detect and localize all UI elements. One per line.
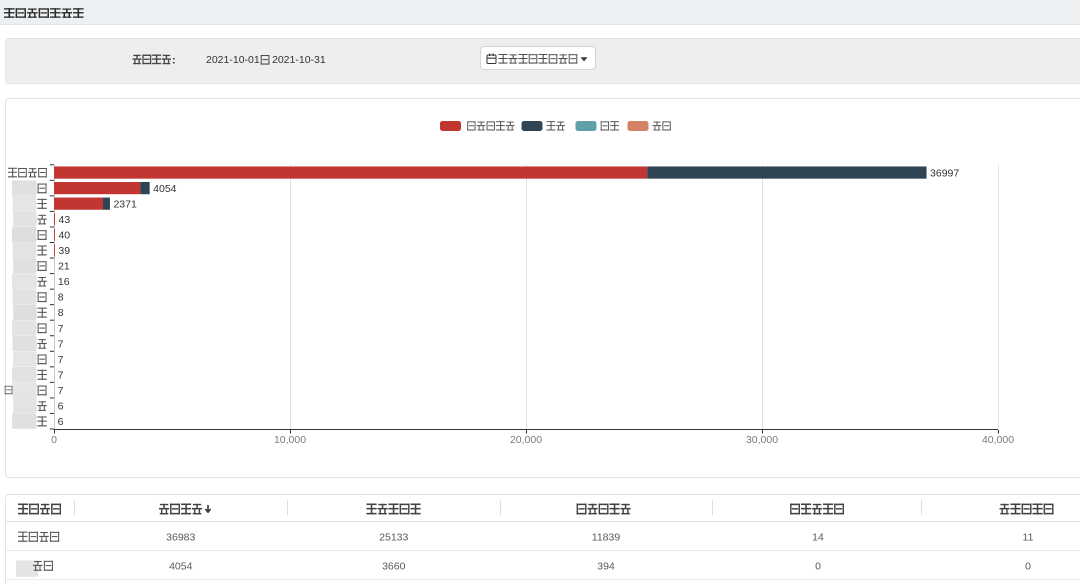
svg-text:43: 43 — [59, 214, 71, 226]
svg-text:0: 0 — [1025, 560, 1031, 572]
svg-text:7: 7 — [58, 323, 64, 335]
svg-text:14: 14 — [812, 531, 824, 543]
svg-text:4054: 4054 — [169, 560, 193, 572]
svg-text:40: 40 — [58, 230, 70, 242]
svg-text:36983: 36983 — [166, 531, 195, 543]
svg-text::: : — [172, 55, 176, 67]
svg-text:20,000: 20,000 — [510, 434, 542, 446]
svg-text:3660: 3660 — [382, 560, 406, 572]
svg-text:2021-10-31: 2021-10-31 — [272, 54, 326, 66]
svg-text:16: 16 — [58, 276, 70, 288]
svg-text:40,000: 40,000 — [982, 434, 1014, 446]
svg-text:7: 7 — [58, 385, 64, 397]
svg-text:6: 6 — [58, 416, 64, 428]
svg-text:7: 7 — [58, 354, 64, 366]
svg-text:0: 0 — [815, 560, 821, 572]
svg-text:39: 39 — [58, 245, 70, 257]
svg-text:394: 394 — [597, 560, 615, 572]
svg-text:6: 6 — [58, 400, 64, 412]
svg-text:11: 11 — [1023, 531, 1034, 543]
svg-text:30,000: 30,000 — [746, 434, 778, 446]
svg-text:7: 7 — [58, 369, 64, 381]
svg-text:11839: 11839 — [592, 531, 621, 543]
svg-text:0: 0 — [51, 434, 57, 446]
svg-text:8: 8 — [58, 307, 64, 319]
svg-text:2371: 2371 — [113, 198, 137, 210]
svg-text:36997: 36997 — [930, 167, 959, 179]
svg-text:4054: 4054 — [153, 183, 177, 195]
svg-text:21: 21 — [58, 261, 70, 273]
svg-text:2021-10-01: 2021-10-01 — [206, 54, 260, 66]
svg-text:10,000: 10,000 — [274, 434, 306, 446]
svg-text:25133: 25133 — [379, 531, 408, 543]
svg-text:7: 7 — [58, 338, 64, 350]
svg-text:8: 8 — [58, 292, 64, 304]
